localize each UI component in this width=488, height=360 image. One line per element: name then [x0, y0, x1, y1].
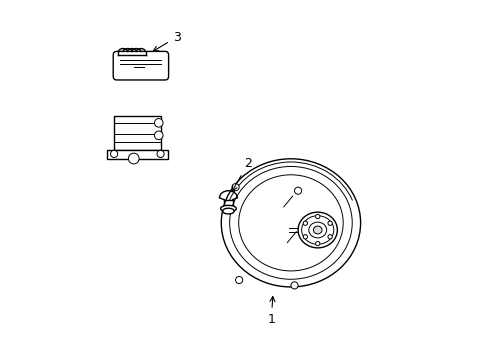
- Ellipse shape: [128, 153, 139, 164]
- Ellipse shape: [298, 212, 337, 248]
- Text: 1: 1: [267, 297, 275, 326]
- Ellipse shape: [220, 205, 236, 212]
- Ellipse shape: [222, 208, 234, 214]
- Circle shape: [157, 150, 164, 157]
- Bar: [114, 116, 160, 150]
- Bar: [107, 150, 167, 158]
- Circle shape: [231, 184, 239, 191]
- FancyBboxPatch shape: [113, 51, 168, 80]
- Circle shape: [235, 276, 242, 284]
- Text: 2: 2: [232, 157, 251, 191]
- Circle shape: [315, 242, 319, 246]
- Ellipse shape: [313, 226, 322, 234]
- Circle shape: [154, 131, 163, 140]
- Circle shape: [294, 187, 301, 194]
- Circle shape: [154, 118, 163, 127]
- Circle shape: [303, 235, 307, 239]
- Text: 3: 3: [153, 31, 180, 51]
- Circle shape: [327, 235, 331, 239]
- Circle shape: [290, 282, 298, 289]
- Circle shape: [110, 150, 118, 157]
- Circle shape: [303, 221, 307, 225]
- Circle shape: [315, 214, 319, 219]
- Circle shape: [327, 221, 331, 225]
- Ellipse shape: [221, 159, 360, 287]
